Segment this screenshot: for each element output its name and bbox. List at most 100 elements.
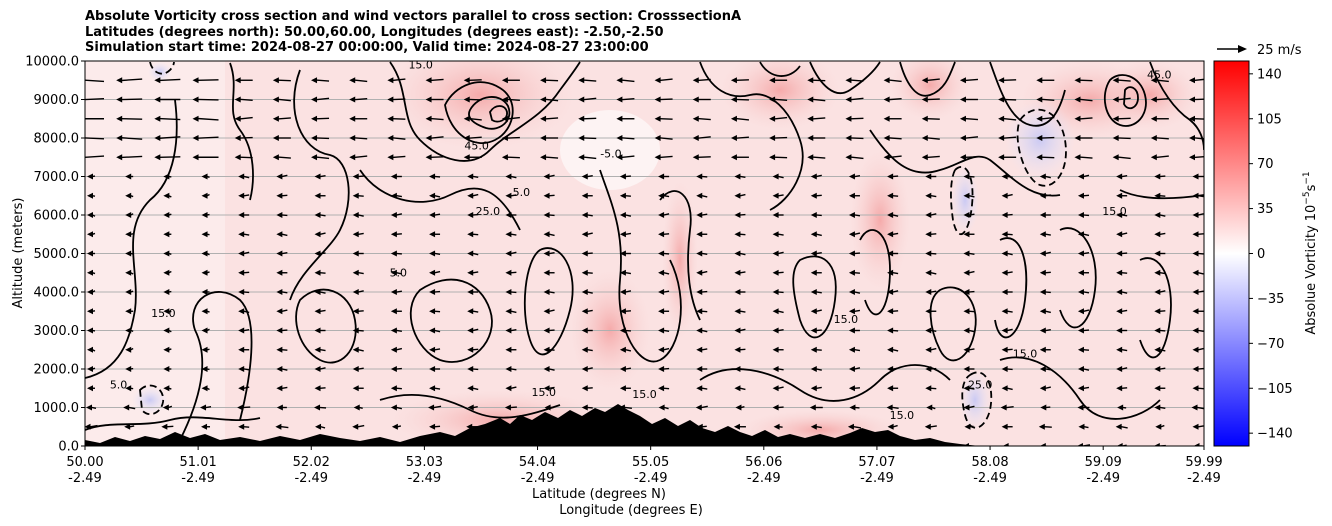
x-tick-lon: -2.49 [1086,471,1120,486]
wind-vector-head [314,250,321,257]
contour-label: 5.0 [110,378,128,391]
wind-vector-head [1077,346,1084,353]
x-tick-lon: -2.49 [408,471,442,486]
wind-vector-head [276,212,283,218]
wind-vector-head [845,154,852,161]
x-tick-lat: 52.02 [293,455,330,470]
wind-vector-head [1192,346,1199,353]
wind-vector-head [1039,366,1046,372]
wind-vector-shaft [430,117,444,121]
wind-vector-head [963,192,970,199]
wind-vector-head [1192,231,1199,238]
x-tick-lon: -2.49 [860,471,894,486]
wind-vector-shaft [280,425,289,429]
wind-vector-head [87,192,93,199]
wind-vector-head [963,212,970,218]
x-tick-lat: 55.05 [632,455,669,470]
wind-vector-head [883,154,890,161]
wind-vector-head [658,385,665,392]
wind-vector-head [1039,346,1046,353]
wind-vector-head [163,385,170,392]
wind-vector-head [314,289,321,295]
wind-vector-head [963,308,970,315]
wind-vector-head [619,212,626,218]
wind-vector-head [1150,154,1157,161]
wind-vector-head [658,269,665,276]
wind-vector-head [467,231,474,238]
wind-vector-head [543,250,550,257]
wind-vector-head [86,404,92,411]
wind-vector-head [883,77,890,84]
wind-vector-head [769,154,776,161]
wind-vector-head [234,77,241,84]
contour-label: 15.0 [632,388,657,401]
wind-vector-shaft [964,136,979,139]
colorbar-gradient [1213,60,1250,447]
wind-vector-head [654,135,661,141]
wind-vector-shaft [621,137,635,140]
wind-vector-shaft [159,117,181,121]
wind-vector-head [387,96,394,103]
wind-vector-head [116,135,123,141]
wind-vector-head [887,327,894,334]
wind-vector-shaft [926,78,940,82]
contour-line [359,169,521,231]
wind-vector-head [734,327,741,334]
wind-vector-head [654,96,661,103]
wind-vector-head [887,289,894,295]
wind-vector-head [1154,346,1161,353]
wind-vector-head [1001,308,1008,315]
y-tick-label: 0.0 [58,440,79,455]
wind-vector-head [352,269,359,276]
wind-vector-head [619,346,626,353]
wind-vector-head [238,289,245,295]
wind-vector-shaft [1079,98,1093,102]
x-tick-lon: -2.49 [521,471,555,486]
wind-vector-head [314,308,321,315]
wind-vector-head [1192,269,1199,276]
wind-vector-head [1001,192,1008,199]
wind-vector-head [581,269,588,276]
wind-vector-head [772,327,779,334]
contour-line [389,61,581,162]
wind-vector-head [925,192,932,199]
wind-vector-head [1192,250,1199,257]
wind-vector-head [1189,96,1195,103]
wind-vector-head [505,308,512,315]
wind-vector-head [616,96,623,103]
wind-vector-head [387,135,394,141]
wind-vector-head [387,154,394,161]
wind-vector-head [886,404,893,411]
wind-vector-head [810,269,817,276]
wind-vector-shaft [891,406,899,409]
wind-vector-head [1116,250,1123,257]
wind-vector-head [845,77,852,84]
wind-vector-head [1001,250,1008,257]
wind-vector-head [848,366,855,372]
x-tick-lon: -2.49 [634,471,668,486]
contour-line [809,61,881,95]
wind-vector-head [78,77,84,83]
wind-vector-head [314,346,321,353]
wind-vector-head [810,366,817,372]
wind-vector-head [352,289,359,295]
colorbar-label-exp2: −1 [1302,171,1312,184]
wind-vector-head [810,212,817,218]
wind-vector-head [1001,231,1008,238]
wind-vector-shaft [1079,156,1093,159]
wind-vector-head [123,404,130,411]
wind-vector-head [810,192,817,199]
wind-vector-head [1038,423,1045,430]
wind-vector-head [201,212,208,218]
wind-vector-shaft [697,117,711,121]
wind-vector-head [1116,289,1123,295]
wind-vector-shaft [1193,155,1204,159]
contour-label: 15.0 [834,313,859,326]
wind-vector-head [161,423,168,430]
wind-vector-head [810,250,817,257]
wind-vector-head [276,173,283,180]
wind-vector-head [125,231,132,238]
wind-vector-head [772,231,779,238]
wind-vector-head [467,212,474,218]
title-line-1: Absolute Vorticity cross section and win… [85,9,742,24]
